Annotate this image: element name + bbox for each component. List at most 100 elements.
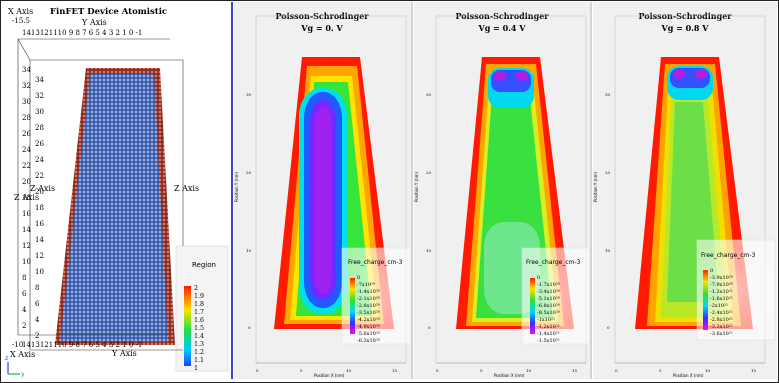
z-axis-left-label: Z Axis (30, 184, 55, 193)
svg-text:-1.6x10²¹: -1.6x10²¹ (710, 296, 733, 302)
legend-title: Free_charge_cm-3 (348, 259, 403, 266)
svg-text:32: 32 (22, 82, 31, 90)
plot-vg04-canvas[interactable]: Poisson-Schrodinger Vg = 0.4 V 0 10 20 3… (414, 2, 590, 379)
y-ticks: 0 10 20 30 (246, 92, 252, 330)
svg-text:4: 4 (22, 306, 27, 314)
atomistic-view-canvas[interactable]: FinFET Device Atomistic X Axis -15.5 Y A… (2, 2, 231, 379)
svg-text:-2.1x10²⁰: -2.1x10²⁰ (357, 296, 380, 302)
svg-text:y: y (21, 371, 25, 378)
svg-text:0: 0 (710, 268, 713, 274)
svg-text:0: 0 (537, 275, 540, 281)
panel-separator (411, 2, 413, 379)
svg-text:6: 6 (22, 290, 27, 298)
z-axis-ticks-inner: 34 32 30 28 26 24 22 20 18 16 14 12 10 8… (35, 76, 44, 340)
colorbar (703, 270, 708, 330)
svg-text:30: 30 (22, 98, 31, 106)
svg-text:10: 10 (426, 248, 432, 253)
svg-text:1.3: 1.3 (194, 341, 204, 348)
svg-text:1.1: 1.1 (194, 357, 204, 364)
svg-text:-1.2x10²¹: -1.2x10²¹ (537, 324, 560, 330)
svg-text:2: 2 (35, 332, 39, 340)
svg-text:32: 32 (35, 92, 44, 100)
svg-text:1.8: 1.8 (194, 301, 204, 308)
svg-text:-5.6x10²⁰: -5.6x10²⁰ (357, 331, 380, 337)
svg-text:-6.8x10²⁰: -6.8x10²⁰ (537, 303, 560, 309)
svg-text:-1.7x10²⁰: -1.7x10²⁰ (537, 282, 560, 288)
x-axis-label: Position X (nm) (314, 373, 345, 378)
atom-fin (60, 74, 168, 342)
svg-text:1.9: 1.9 (194, 293, 204, 300)
svg-text:20: 20 (426, 170, 432, 175)
svg-text:20: 20 (605, 170, 611, 175)
svg-text:24: 24 (22, 146, 31, 154)
svg-text:1: 1 (194, 365, 198, 372)
svg-text:30: 30 (246, 92, 252, 97)
x-axis-top-label: X Axis (8, 7, 33, 16)
svg-text:14: 14 (35, 236, 44, 244)
svg-text:2: 2 (194, 285, 198, 292)
atom-view-title: FinFET Device Atomistic (50, 7, 167, 17)
y-axis-bottom-label: Y Axis (111, 349, 137, 358)
svg-text:-7.9x10²⁰: -7.9x10²⁰ (710, 282, 733, 288)
x-ticks: 0 5 10 15 (256, 368, 398, 373)
svg-text:16: 16 (22, 210, 31, 218)
x-axis-label: Position X (nm) (673, 373, 704, 378)
charge-legend: Free_charge_cm-3 0 -7x10¹⁹ -1.4x10²⁰ -2.… (341, 247, 411, 345)
svg-text:4: 4 (35, 316, 40, 324)
svg-text:28: 28 (35, 124, 44, 132)
svg-text:-5.1x10²⁰: -5.1x10²⁰ (537, 296, 560, 302)
svg-text:1.2: 1.2 (194, 349, 204, 356)
svg-text:18: 18 (22, 194, 31, 202)
z-axis-right-label: Z Axis (174, 184, 199, 193)
svg-text:10: 10 (246, 248, 252, 253)
svg-text:-4.9x10²⁰: -4.9x10²⁰ (357, 324, 380, 330)
plot-subtitle: Vg = 0. V (300, 23, 343, 33)
axis-triad-icon: z y (5, 355, 25, 378)
svg-text:20: 20 (22, 178, 31, 186)
svg-text:-1.5x10²¹: -1.5x10²¹ (537, 338, 560, 344)
svg-text:5: 5 (480, 368, 483, 373)
x-axis-bottom-label: X Axis (10, 350, 35, 359)
svg-text:-1.4x10²⁰: -1.4x10²⁰ (357, 289, 380, 295)
svg-text:-1.4x10²¹: -1.4x10²¹ (537, 331, 560, 337)
plot-vg08-canvas[interactable]: Poisson-Schrodinger Vg = 0.8 V 0 10 20 3… (593, 2, 777, 379)
svg-text:18: 18 (35, 204, 44, 212)
y-axis-label: Position Y (nm) (414, 171, 419, 202)
region-legend-title: Region (192, 261, 216, 269)
svg-text:2: 2 (22, 322, 26, 330)
svg-text:0: 0 (428, 325, 431, 330)
svg-text:10: 10 (346, 368, 352, 373)
x-axis-bottom-value: -10 (12, 341, 23, 349)
svg-text:15: 15 (572, 368, 578, 373)
svg-text:34: 34 (22, 66, 31, 74)
svg-text:0: 0 (436, 368, 439, 373)
colorbar (350, 278, 355, 334)
svg-text:14: 14 (22, 226, 31, 234)
svg-text:10: 10 (22, 258, 31, 266)
svg-text:-2x10²¹: -2x10²¹ (710, 303, 728, 309)
svg-text:8: 8 (22, 274, 26, 282)
y-ticks: 0 10 20 30 (426, 92, 432, 330)
svg-text:z: z (5, 355, 8, 362)
svg-text:20: 20 (246, 170, 252, 175)
y-axis-top-ticks: 1413121110 9 8 7 6 5 4 3 2 1 0 -1 (22, 29, 142, 37)
legend-title: Free_charge_cm-3 (701, 252, 756, 259)
plot-subtitle: Vg = 0.4 V (478, 23, 527, 33)
plot-vg0-canvas[interactable]: Poisson-Schrodinger Vg = 0. V 0 10 20 30… (234, 2, 411, 379)
svg-text:1.5: 1.5 (194, 325, 204, 332)
atomistic-view-panel: FinFET Device Atomistic X Axis -15.5 Y A… (2, 2, 231, 379)
svg-text:12: 12 (22, 242, 31, 250)
z-axis-left-label-2: Z Axis (14, 193, 39, 202)
svg-text:15: 15 (392, 368, 398, 373)
svg-text:10: 10 (526, 368, 532, 373)
svg-text:-7x10¹⁹: -7x10¹⁹ (357, 282, 375, 288)
colorbar (530, 278, 535, 334)
x-axis-label: Position X (nm) (494, 373, 525, 378)
svg-text:20: 20 (35, 188, 44, 196)
panel-separator-blue (231, 2, 233, 379)
charge-legend: Free_charge_cm-3 0 -1.7x10²⁰ -3.4x10²⁰ -… (521, 247, 590, 345)
svg-text:28: 28 (22, 114, 31, 122)
svg-text:-1x10²¹: -1x10²¹ (537, 317, 555, 323)
y-axis-top-label: Y Axis (81, 18, 107, 27)
y-axis-label: Position Y (nm) (593, 171, 598, 202)
